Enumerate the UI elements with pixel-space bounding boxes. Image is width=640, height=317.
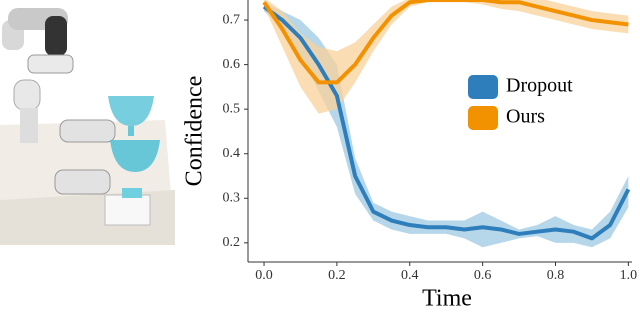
confidence-band xyxy=(264,0,629,114)
y-tick-label: 0.6 xyxy=(223,57,241,72)
legend-label: Dropout xyxy=(506,75,573,97)
x-tick-label: 0.6 xyxy=(474,268,492,283)
x-tick-label: 0.4 xyxy=(401,268,419,283)
line xyxy=(262,5,631,241)
y-axis-label: Confidence xyxy=(182,76,208,187)
y-tick-label: 0.7 xyxy=(223,12,241,27)
legend-label: Ours xyxy=(506,106,545,128)
y-tick-label: 0.4 xyxy=(223,146,241,161)
legend-swatch xyxy=(468,106,498,130)
y-tick-label: 0.3 xyxy=(223,191,241,206)
x-tick-label: 1.0 xyxy=(620,268,638,283)
x-tick-label: 0.0 xyxy=(255,268,273,283)
x-tick-label: 0.2 xyxy=(328,268,346,283)
y-tick-label: 0.5 xyxy=(223,101,241,116)
line xyxy=(262,0,629,85)
robot-photo xyxy=(0,0,175,245)
x-axis-label: Time xyxy=(422,286,472,312)
legend-swatch xyxy=(468,75,498,99)
y-tick-label: 0.2 xyxy=(223,235,241,250)
x-tick-label: 0.8 xyxy=(547,268,565,283)
confidence-band xyxy=(264,2,629,248)
